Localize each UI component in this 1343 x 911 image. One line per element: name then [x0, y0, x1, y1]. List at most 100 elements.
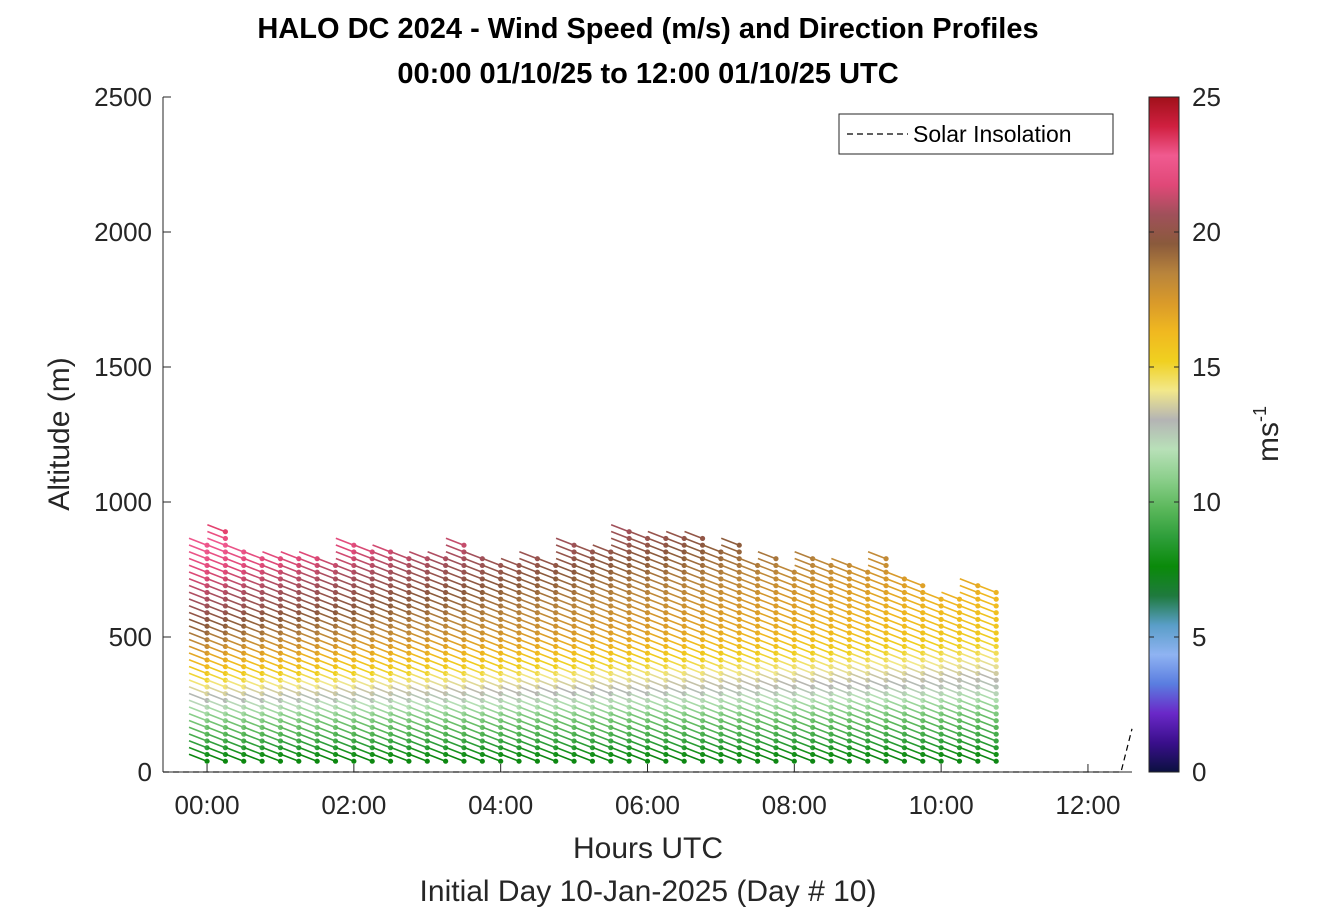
- wind-barb-point: [571, 664, 577, 670]
- wind-barb: [372, 753, 391, 762]
- wind-barb: [592, 625, 612, 634]
- wind-barb: [794, 699, 813, 708]
- wind-barb-point: [443, 664, 449, 670]
- wind-barb-point: [259, 650, 265, 656]
- wind-barb-point: [663, 738, 669, 744]
- wind-barb-point: [755, 562, 761, 569]
- wind-barb-point: [553, 610, 559, 616]
- wind-barb-point: [332, 677, 339, 683]
- wind-barb-point: [259, 724, 265, 731]
- wind-barb: [592, 679, 612, 688]
- wind-barb-point: [259, 697, 265, 704]
- wind-barb-point: [461, 745, 467, 751]
- wind-barb-point: [259, 643, 265, 650]
- wind-barb: [262, 692, 281, 702]
- wind-barb-point: [865, 596, 871, 602]
- wind-barb-point: [865, 711, 871, 717]
- wind-barb: [647, 753, 667, 762]
- wind-barb-point: [938, 670, 944, 677]
- wind-barb-point: [296, 657, 302, 663]
- wind-barb-point: [681, 758, 687, 764]
- wind-barb: [207, 625, 226, 634]
- wind-barb-point: [755, 610, 761, 616]
- wind-barb-point: [277, 569, 284, 575]
- wind-barb-point: [534, 664, 540, 670]
- wind-barb: [372, 686, 391, 695]
- wind-barb-point: [883, 637, 889, 643]
- wind-barb: [464, 659, 483, 668]
- wind-barb: [555, 605, 575, 614]
- wind-profile: [482, 557, 504, 764]
- wind-barb: [739, 692, 758, 702]
- wind-barb-point: [277, 751, 284, 758]
- wind-barb-point: [791, 664, 797, 670]
- wind-barb-point: [369, 745, 375, 751]
- wind-barb: [629, 564, 648, 573]
- wind-barb: [537, 699, 557, 708]
- wind-barb-point: [755, 596, 761, 602]
- wind-barb: [390, 584, 410, 594]
- wind-barb-point: [222, 589, 228, 596]
- wind-barb: [831, 665, 850, 675]
- wind-barb: [720, 746, 740, 756]
- wind-barb: [519, 706, 538, 715]
- wind-barb: [702, 679, 722, 688]
- wind-barb: [574, 733, 593, 742]
- wind-barb-point: [663, 610, 669, 616]
- wind-barb: [812, 652, 832, 661]
- wind-barb-point: [828, 691, 834, 697]
- wind-barb: [592, 733, 612, 742]
- wind-profile: [408, 551, 430, 764]
- wind-barb-point: [516, 623, 522, 629]
- wind-barb-point: [901, 738, 908, 744]
- wind-barb-point: [901, 691, 908, 697]
- wind-barb: [427, 713, 446, 722]
- wind-barb-point: [534, 697, 540, 704]
- wind-barb: [849, 632, 869, 641]
- wind-barb-point: [406, 583, 412, 589]
- wind-barb-point: [901, 697, 908, 704]
- wind-barb-point: [828, 718, 834, 724]
- wind-barb-point: [534, 704, 540, 710]
- wind-barb-point: [699, 569, 706, 575]
- wind-barb: [757, 591, 777, 600]
- wind-barb: [684, 706, 703, 715]
- wind-barb-point: [204, 670, 210, 677]
- wind-barb: [959, 578, 979, 587]
- wind-barb-point: [755, 657, 761, 663]
- wind-barb: [555, 686, 575, 695]
- wind-barb: [922, 645, 942, 654]
- wind-barb-point: [351, 758, 357, 764]
- wind-barb-point: [828, 623, 834, 629]
- wind-barb-point: [718, 718, 724, 724]
- wind-barb: [849, 679, 869, 688]
- wind-barb-point: [608, 610, 614, 616]
- wind-barb-point: [498, 697, 504, 704]
- wind-barb: [408, 733, 428, 742]
- wind-barb: [684, 672, 703, 681]
- wind-barb: [500, 672, 520, 681]
- wind-barb-point: [259, 576, 265, 582]
- wind-barb: [684, 746, 703, 756]
- wind-barb: [280, 618, 300, 627]
- wind-barb-point: [332, 718, 339, 724]
- wind-barb: [188, 638, 208, 648]
- wind-barb: [574, 564, 593, 573]
- wind-barb-point: [277, 576, 284, 582]
- wind-barb: [280, 645, 300, 654]
- wind-barb-point: [718, 677, 724, 683]
- wind-barb-point: [975, 697, 981, 704]
- wind-barb-point: [424, 583, 430, 589]
- wind-barb-point: [699, 704, 706, 710]
- wind-barb: [555, 652, 575, 661]
- wind-barb-point: [956, 684, 963, 690]
- wind-barb: [904, 584, 924, 594]
- wind-barb-point: [956, 711, 963, 717]
- wind-barb: [298, 713, 318, 722]
- wind-barb-point: [369, 576, 375, 582]
- wind-barb-point: [755, 637, 761, 643]
- wind-barb-point: [332, 664, 339, 670]
- wind-barb: [757, 598, 777, 607]
- wind-barb-point: [204, 542, 210, 548]
